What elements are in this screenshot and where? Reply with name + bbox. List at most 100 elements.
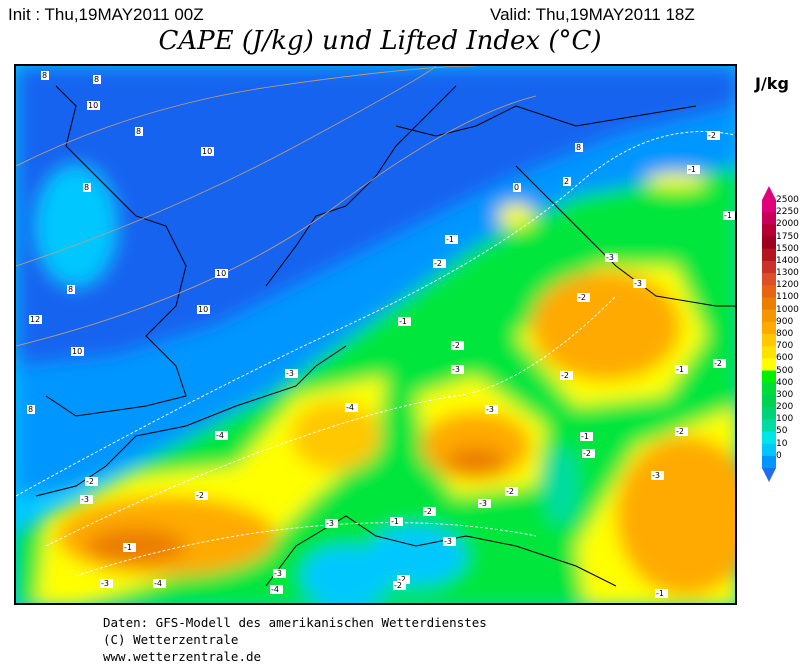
- contour-label-bg: [29, 315, 42, 324]
- contour-label-bg: [215, 269, 228, 278]
- contour-label: -2: [708, 131, 716, 140]
- legend-label: 50: [776, 426, 788, 437]
- legend-label: 200: [776, 402, 794, 413]
- contour-label: -3: [101, 579, 109, 588]
- positive-li-contours: [16, 66, 537, 347]
- contour-label: 10: [216, 269, 226, 278]
- legend-swatch: [762, 407, 776, 420]
- contour-label: -3: [634, 279, 642, 288]
- contour-label-bg: [513, 183, 521, 192]
- contour-label: -2: [86, 477, 94, 486]
- contour-label-bg: [485, 405, 498, 414]
- legend-label: 1400: [776, 255, 799, 266]
- legend-swatch: [762, 260, 776, 274]
- legend-swatch: [762, 285, 776, 298]
- contour-label: -4: [271, 585, 279, 594]
- contour-label-bg: [451, 365, 464, 374]
- legend-swatch: [762, 273, 776, 286]
- contour-label-bg: [273, 569, 286, 578]
- contour-label: -2: [398, 575, 406, 584]
- orange-region-southeast: [616, 436, 735, 596]
- legend-swatch: [762, 419, 776, 432]
- legend-label: 900: [776, 316, 794, 327]
- contour-label: 10: [198, 305, 208, 314]
- contour-label: 8: [94, 75, 99, 84]
- cape-field: 8 8 10 8 10 8 8 10 10 12 10 8 8 2 0 -1 -2 -3 -1 -2 -1 -2 -3 -1 -…: [16, 66, 735, 603]
- legend-label: 300: [776, 389, 794, 400]
- contour-label-bg: [713, 359, 726, 368]
- contour-label: 8: [42, 71, 47, 80]
- legend-label: 2500: [776, 195, 799, 205]
- contour-label-bg: [675, 427, 688, 436]
- contour-label-bg: [80, 495, 93, 504]
- contour-label: -4: [346, 403, 354, 412]
- contour-label: -4: [154, 579, 162, 588]
- contour-label-bg: [100, 579, 113, 588]
- contour-label: 10: [72, 347, 82, 356]
- contour-label: -3: [452, 365, 460, 374]
- contour-label: -3: [486, 405, 494, 414]
- legend-label: 1500: [776, 243, 799, 254]
- contour-label: -1: [724, 211, 732, 220]
- contour-label-bg: [577, 293, 590, 302]
- legend-swatch: [762, 443, 776, 457]
- contour-label-bg: [123, 543, 136, 552]
- contour-label-bg: [393, 581, 406, 590]
- contour-label-bg: [582, 449, 595, 458]
- contour-label: -1: [656, 589, 664, 598]
- contour-label-bg: [675, 365, 688, 374]
- contour-label: -3: [326, 519, 334, 528]
- contour-label-bg: [195, 491, 208, 500]
- footer: Daten: GFS-Modell des amerikanischen Wet…: [103, 614, 487, 665]
- legend-label: 2250: [776, 207, 799, 218]
- contour-label-bg: [201, 147, 214, 156]
- contour-label-bg: [87, 101, 100, 110]
- contour-label-bg: [451, 341, 464, 350]
- contour-label: 10: [202, 147, 212, 156]
- legend-label: 500: [776, 365, 794, 376]
- contour-label: -3: [479, 499, 487, 508]
- contour-label: -3: [274, 569, 282, 578]
- contour-label-bg: [390, 517, 403, 526]
- contour-label-bg: [723, 211, 735, 220]
- legend-swatch: [762, 321, 776, 335]
- legend-label: 10: [776, 438, 788, 449]
- contour-label-bg: [153, 579, 166, 588]
- legend-swatch: [762, 224, 776, 238]
- contour-label-bg: [325, 519, 338, 528]
- contour-label: 12: [30, 315, 40, 324]
- contour-label: -3: [652, 471, 660, 480]
- yellow-pocket-northeast: [646, 173, 706, 189]
- contour-label-bg: [285, 369, 298, 378]
- legend-label: 1300: [776, 268, 799, 279]
- contour-label: -1: [446, 235, 454, 244]
- contour-label-bg: [505, 487, 518, 496]
- legend-label: 0: [776, 450, 782, 461]
- light-blue-pocket: [36, 166, 116, 286]
- yellow-pocket-north: [498, 204, 534, 228]
- legend-label: 800: [776, 329, 794, 339]
- contour-label: -2: [578, 293, 586, 302]
- contour-label-bg: [633, 279, 646, 288]
- legend-swatch: [762, 455, 776, 469]
- contour-label-bg: [707, 131, 720, 140]
- legend-label: 700: [776, 341, 794, 352]
- negative-li-contours: [16, 131, 735, 577]
- legend-swatch: [762, 236, 776, 250]
- legend-label: 1750: [776, 231, 799, 242]
- legend-label: 100: [776, 414, 794, 425]
- contour-label-bg: [443, 537, 456, 546]
- contour-label-bg: [345, 403, 358, 412]
- contour-label: 2: [564, 177, 569, 186]
- contour-label: 10: [88, 101, 98, 110]
- init-time: Init : Thu,19MAY2011 00Z: [8, 5, 204, 24]
- contour-label: -2: [452, 341, 460, 350]
- legend-swatch: [762, 334, 776, 347]
- contour-label: -2: [561, 371, 569, 380]
- contour-label-bg: [135, 127, 143, 136]
- contour-label: -1: [391, 517, 399, 526]
- legend-label: 400: [776, 377, 794, 388]
- contour-label-bg: [197, 305, 210, 314]
- blue-pocket-italy: [301, 546, 391, 603]
- legend-swatch: [762, 346, 776, 359]
